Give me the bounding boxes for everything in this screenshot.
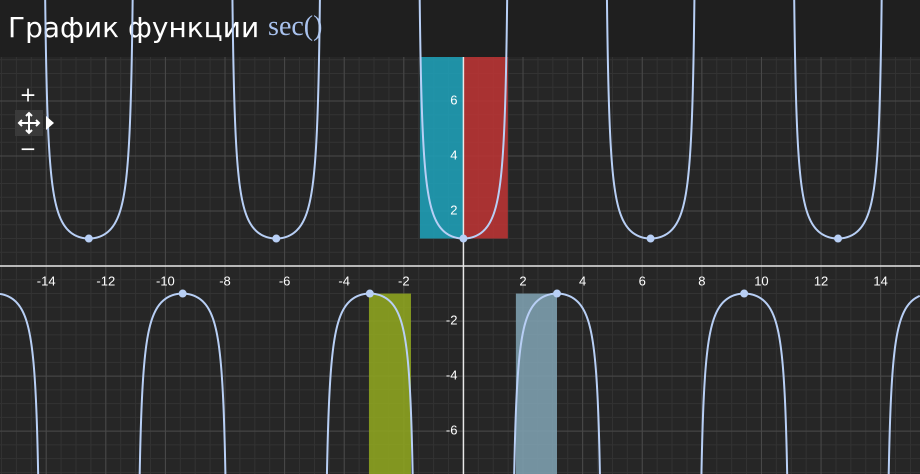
- zoom-in[interactable]: +: [20, 83, 37, 107]
- title-function: sec(): [268, 11, 322, 42]
- x-tick-label: 14: [873, 273, 887, 288]
- x-tick-label: -10: [156, 273, 175, 288]
- y-tick-label: 2: [450, 202, 457, 217]
- extremum-point: [834, 234, 843, 243]
- highlight-region: [368, 293, 411, 474]
- pan-icon: [17, 111, 41, 135]
- x-tick-label: -4: [338, 273, 350, 288]
- zoom-controls: + −: [15, 83, 54, 161]
- chart-title: График функции sec(): [8, 11, 322, 44]
- zoom-out[interactable]: −: [20, 137, 37, 161]
- highlight-region: [419, 57, 464, 239]
- extremum-point: [646, 234, 655, 243]
- y-tick-label: 6: [450, 92, 457, 107]
- extremum-point: [272, 234, 281, 243]
- y-tick-label: 4: [450, 147, 457, 162]
- x-tick-label: -6: [279, 273, 291, 288]
- title-text: График функции: [8, 11, 268, 44]
- x-tick-label: -12: [96, 273, 115, 288]
- title-bar: [0, 0, 920, 57]
- y-tick-label: -6: [446, 423, 458, 438]
- x-tick-label: -2: [398, 273, 410, 288]
- x-tick-label: 6: [639, 273, 646, 288]
- x-tick-label: 2: [519, 273, 526, 288]
- extremum-point: [178, 289, 187, 298]
- extremum-point: [365, 289, 374, 298]
- y-tick-label: -2: [446, 313, 458, 328]
- y-tick-label: -4: [446, 368, 458, 383]
- x-tick-label: 4: [579, 273, 586, 288]
- x-tick-label: 8: [698, 273, 705, 288]
- x-tick-label: 12: [814, 273, 828, 288]
- extremum-point: [459, 234, 468, 243]
- x-tick-label: 10: [754, 273, 768, 288]
- extremum-point: [553, 289, 562, 298]
- highlight-region: [463, 57, 508, 239]
- pan-arrow[interactable]: [46, 116, 54, 130]
- extremum-point: [84, 234, 93, 243]
- highlight-region: [515, 293, 558, 474]
- extremum-point: [740, 289, 749, 298]
- x-tick-label: -8: [219, 273, 231, 288]
- x-tick-label: -14: [37, 273, 56, 288]
